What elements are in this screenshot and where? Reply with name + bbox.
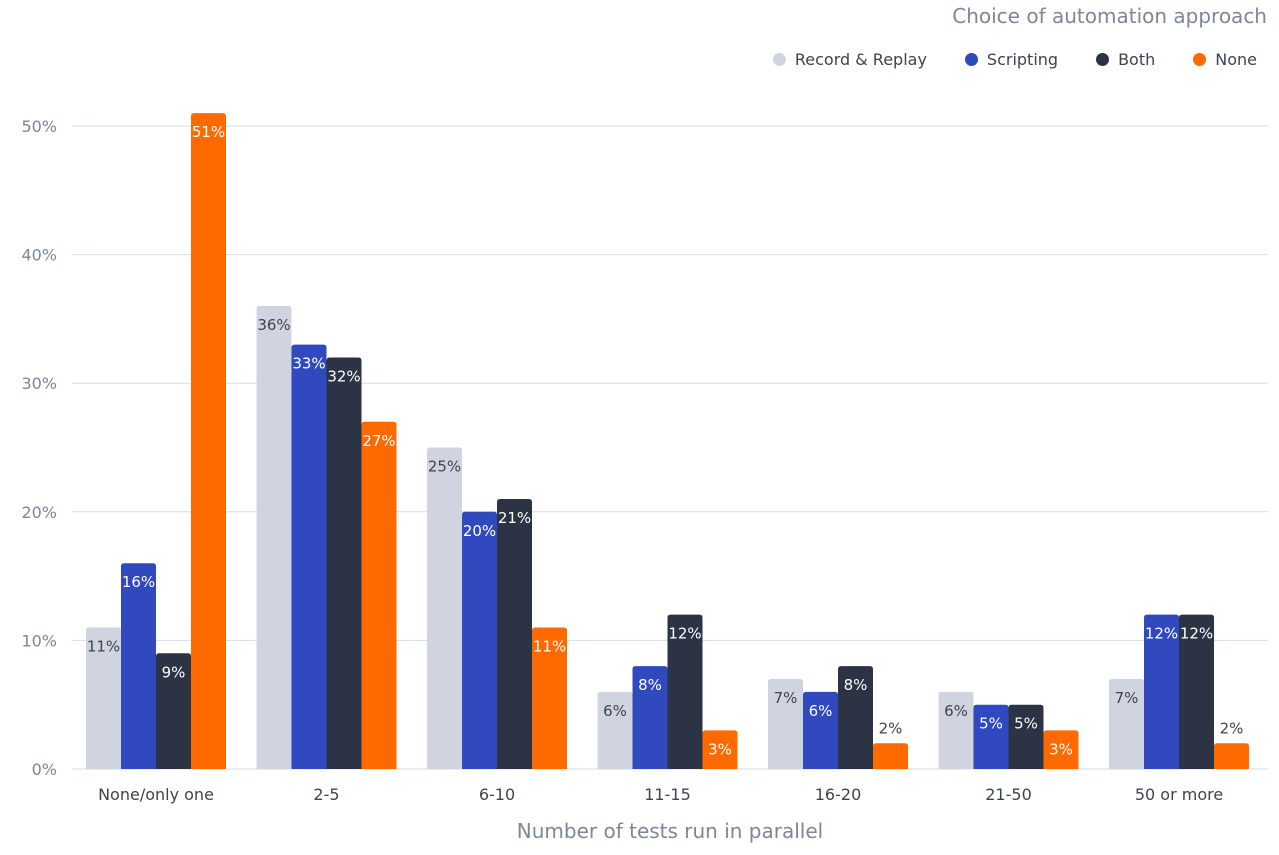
x-tick-label: 6-10 [479,785,515,804]
bar [1109,678,1144,769]
bar [497,498,532,769]
x-axis-title: Number of tests run in parallel [517,819,823,843]
data-label: 2% [1220,719,1244,737]
data-label: 5% [1014,715,1038,733]
legend-item-record-replay: Record & Replay [772,50,927,69]
data-label: 25% [428,458,461,476]
legend-swatch-scripting [964,53,978,66]
bar [803,691,838,769]
bar [873,743,908,769]
bar [191,113,226,769]
bar [667,614,703,769]
x-tick-label: 16-20 [815,785,862,804]
data-label: 7% [774,689,798,707]
bar [973,704,1009,769]
data-label: 27% [362,432,395,450]
data-label: 12% [1145,625,1178,643]
data-label: 6% [603,702,627,720]
legend: Record & Replay Scripting Both None [772,50,1257,69]
legend-swatch-both [1096,53,1110,66]
x-tick-label: 21-50 [985,785,1032,804]
data-label: 8% [638,676,662,694]
data-label: 36% [257,316,290,334]
legend-label-record-replay: Record & Replay [794,50,927,69]
x-tick-label: 11-15 [644,785,691,804]
legend-label-scripting: Scripting [986,50,1059,69]
data-label: 8% [844,676,868,694]
data-label: 33% [292,355,325,373]
x-tick-label: 50 or more [1135,785,1223,804]
bar [702,730,738,769]
bar [768,678,803,769]
y-tick-label: 40% [21,246,57,265]
data-label: 12% [668,625,701,643]
y-tick-label: 20% [21,503,57,522]
bar [256,306,292,769]
legend-swatch-record-replay [772,53,786,66]
bar [462,511,497,769]
bar [121,563,156,769]
legend-item-scripting: Scripting [964,50,1059,69]
legend-label-none: None [1215,50,1257,69]
y-tick-label: 0% [32,760,57,779]
bar [361,421,397,769]
data-label: 20% [463,522,496,540]
data-label: 51% [192,123,225,141]
legend-label-both: Both [1118,50,1156,69]
bar [1144,614,1179,769]
legend-item-none: None [1193,50,1257,69]
y-tick-label: 50% [21,117,57,136]
data-label: 3% [708,740,732,758]
data-label: 21% [498,509,531,527]
bar [632,666,668,769]
bar [1043,730,1079,769]
y-tick-label: 30% [21,374,57,393]
data-label: 11% [533,638,566,656]
bar [291,344,327,769]
bar [938,691,974,769]
bar [532,627,567,769]
legend-title: Choice of automation approach [952,4,1267,28]
bar [838,666,873,769]
bar [86,627,121,769]
bar [326,357,362,769]
data-label: 16% [122,573,155,591]
legend-item-both: Both [1096,50,1155,69]
bar [1008,704,1044,769]
data-label: 5% [979,715,1003,733]
bar [1179,614,1214,769]
bar [427,447,462,769]
data-label: 32% [327,367,360,385]
bar [156,653,191,769]
x-tick-label: None/only one [98,785,214,804]
legend-swatch-none [1193,53,1207,66]
data-label: 2% [879,719,903,737]
data-label: 9% [162,663,186,681]
data-label: 6% [944,702,968,720]
x-tick-label: 2-5 [313,785,339,804]
bar [597,691,633,769]
y-tick-label: 10% [21,631,57,650]
data-label: 7% [1115,689,1139,707]
bar [1214,743,1249,769]
data-label: 11% [87,638,120,656]
data-label: 12% [1180,625,1213,643]
data-label: 3% [1049,740,1073,758]
data-label: 6% [809,702,833,720]
